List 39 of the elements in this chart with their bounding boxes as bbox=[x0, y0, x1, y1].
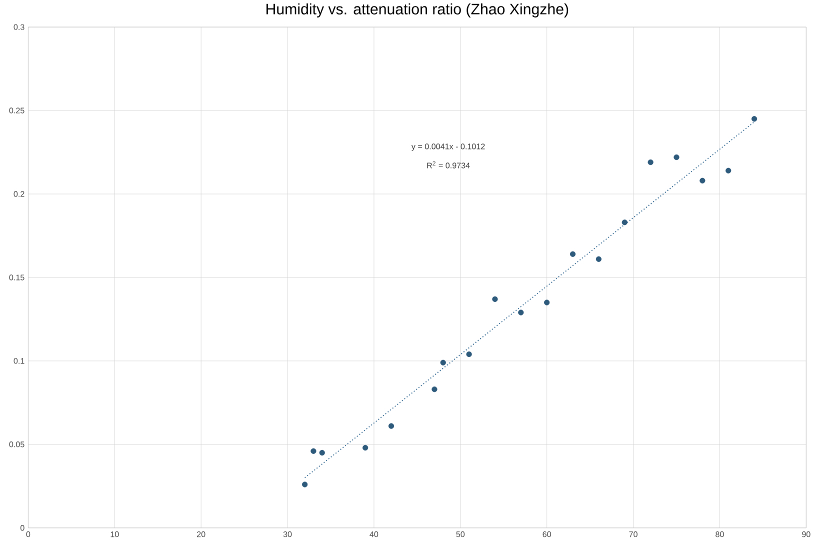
y-tick-label: 0.15 bbox=[9, 274, 24, 281]
annotation: y = 0.0041x - 0.1012 bbox=[411, 144, 485, 152]
x-tick-label: 60 bbox=[542, 532, 552, 538]
x-tick-label: 30 bbox=[283, 532, 292, 538]
point bbox=[674, 154, 680, 160]
y-tick-label: 0 bbox=[20, 525, 24, 531]
x-tick-label: 20 bbox=[197, 532, 206, 538]
point bbox=[466, 352, 472, 358]
point bbox=[596, 256, 602, 262]
x-tick-label: 50 bbox=[456, 532, 465, 538]
point bbox=[726, 168, 732, 174]
point bbox=[518, 310, 524, 316]
x-tick-label: 80 bbox=[716, 532, 724, 538]
annotation: R$^{2}$ = 0.9734 bbox=[427, 161, 470, 169]
x-tick-label: 70 bbox=[629, 532, 638, 538]
point bbox=[440, 360, 446, 366]
point bbox=[319, 450, 325, 456]
x-tick-label: 0 bbox=[26, 532, 30, 538]
x-tick-label: 10 bbox=[110, 532, 119, 538]
point bbox=[310, 448, 316, 454]
y-tick-label: 0.2 bbox=[14, 191, 24, 198]
point bbox=[544, 300, 550, 306]
point bbox=[388, 423, 394, 430]
point bbox=[570, 252, 576, 258]
y-tick-label: 0.1 bbox=[14, 358, 24, 364]
x-tick-label: 40 bbox=[370, 532, 378, 538]
point bbox=[432, 386, 438, 392]
point bbox=[492, 296, 498, 302]
point bbox=[648, 160, 654, 166]
chart-title: Humidity vs. attenuation ratio (Zhao Xingzhe) bbox=[266, 4, 568, 18]
point bbox=[622, 220, 628, 226]
x-tick-label: 90 bbox=[802, 532, 810, 538]
y-tick-label: 0.05 bbox=[9, 442, 24, 448]
point bbox=[302, 482, 308, 488]
point bbox=[700, 178, 706, 184]
y-tick-label: 0.3 bbox=[14, 24, 24, 30]
point bbox=[362, 445, 368, 451]
y-tick-label: 0.25 bbox=[9, 108, 24, 114]
point bbox=[751, 116, 758, 122]
